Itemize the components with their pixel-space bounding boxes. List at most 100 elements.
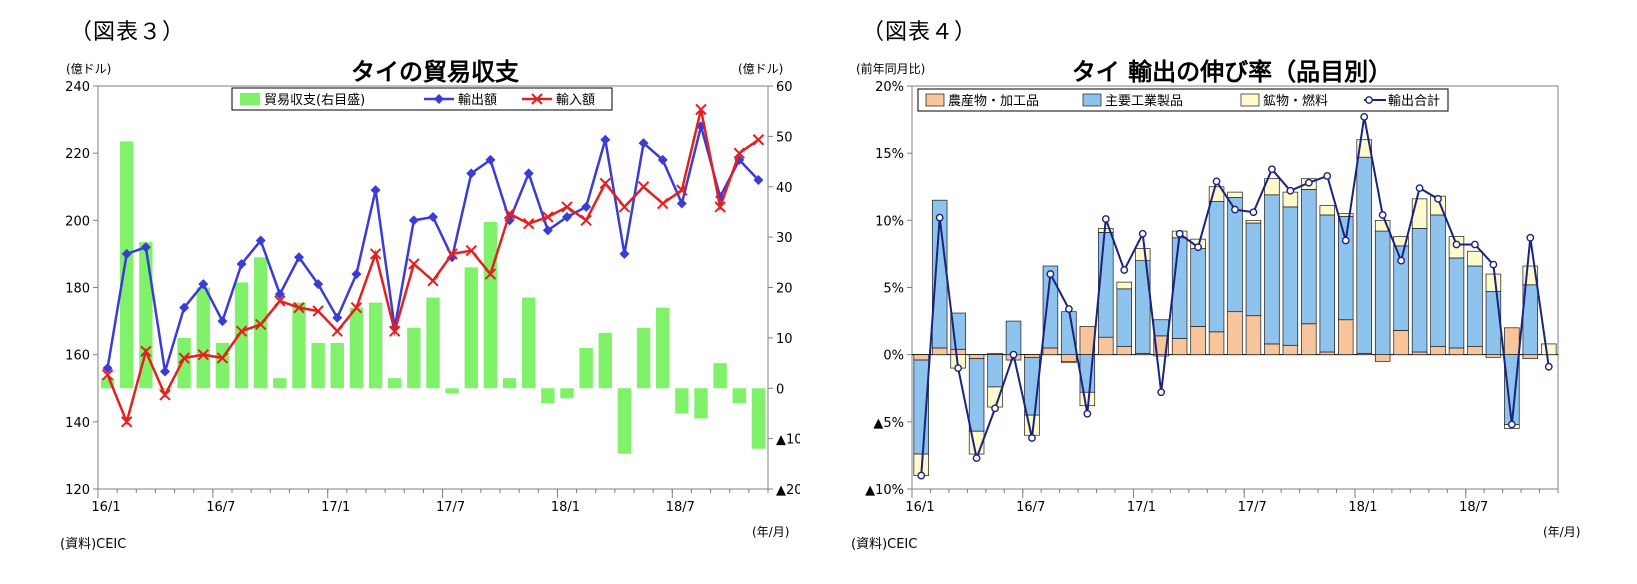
fig4-total-marker — [1046, 270, 1055, 278]
fig4-total-marker — [1009, 350, 1018, 359]
fig4-total-marker — [954, 364, 963, 372]
fig3-balance-bar — [502, 378, 517, 389]
fig3-balance-bar — [464, 267, 478, 389]
fig4-total-marker — [1489, 260, 1498, 269]
fig3-balance-bar — [273, 378, 287, 389]
fig4-agri-bar — [1504, 327, 1520, 356]
fig4-legend-label-total: 輸出合計 — [1388, 93, 1440, 109]
fig4-industrial-bar — [987, 354, 1003, 388]
fig3-export-marker — [542, 225, 553, 236]
fig3-import-marker — [752, 134, 765, 146]
fig4-industrial-bar — [1319, 214, 1336, 353]
fig3-import-marker — [274, 295, 286, 307]
fig4-agri-bar — [1319, 351, 1336, 356]
fig3-export-marker — [600, 134, 611, 145]
fig3-left-tick-label: 160 — [65, 349, 90, 364]
fig3-balance-bar — [407, 327, 421, 389]
fig3-import-marker — [542, 211, 554, 223]
fig4-legend-swatch-1 — [1082, 93, 1102, 107]
fig4-legend-label-1: 主要工業製品 — [1105, 93, 1183, 109]
fig4-industrial-bar — [1245, 222, 1262, 317]
fig3-import-marker — [140, 345, 152, 358]
figure4-label: （図表４） — [862, 20, 978, 45]
fig3-balance-bar — [139, 242, 153, 389]
fig4-total-marker — [1157, 388, 1166, 397]
fig3-export-marker — [198, 279, 209, 290]
fig3-left-tick-label: 140 — [65, 416, 90, 431]
fig3-balance-bar — [311, 342, 325, 389]
fig4-total-marker — [1212, 177, 1221, 186]
fig4-mineral-bar — [987, 386, 1003, 408]
fig3-right-tick-label: ▲10 — [776, 433, 800, 448]
fig4-industrial-bar — [1338, 215, 1354, 321]
fig3-import-marker — [599, 177, 611, 190]
fig4-industrial-bar — [1356, 156, 1372, 354]
fig4-agri-bar — [1116, 346, 1132, 356]
fig4-mineral-bar — [1319, 205, 1336, 216]
fig3-balance-bar — [541, 388, 555, 404]
fig4-x-tick-label: 18/1 — [1348, 500, 1377, 515]
fig3-import-marker — [637, 181, 650, 193]
fig4-agri-bar — [1301, 323, 1317, 356]
fig3-export-marker — [179, 302, 190, 313]
fig4-mineral-bar — [1227, 191, 1243, 198]
fig4-industrial-bar — [1467, 265, 1483, 347]
fig3-export-marker — [332, 312, 343, 323]
fig4-agri-bar — [1374, 354, 1391, 362]
fig3-export-marker — [466, 168, 477, 179]
fig4-industrial-bar — [1190, 248, 1206, 327]
fig3-export-marker — [657, 154, 668, 165]
fig4-agri-bar — [1227, 311, 1243, 356]
fig4-y-axis-unit: (前年同月比) — [856, 62, 926, 76]
fig4-agri-bar — [1448, 347, 1465, 356]
fig3-balance-bar — [694, 388, 708, 419]
fig3-left-tick-label: 220 — [65, 147, 90, 162]
fig3-x-tick-label: 17/1 — [321, 500, 350, 515]
fig3-balance-bar — [196, 287, 210, 389]
fig4-total-marker — [1286, 186, 1295, 195]
fig3-export-marker — [676, 198, 687, 209]
fig3-export-marker — [638, 138, 649, 149]
fig4-total-marker — [1526, 233, 1535, 242]
fig3-balance-bar — [713, 363, 727, 389]
fig4-total-marker — [1083, 409, 1092, 418]
fig4-total-marker — [1064, 305, 1073, 313]
fig4-total-marker — [935, 213, 944, 222]
fig3-balance-bar — [636, 327, 651, 389]
fig4-industrial-bar — [1042, 265, 1059, 349]
fig3-balance-bar — [234, 282, 249, 389]
fig3-right-tick-label: 0 — [776, 382, 784, 397]
fig3-import-marker — [465, 244, 477, 257]
fig3-export-marker — [294, 252, 304, 263]
fig4-total-marker — [1194, 243, 1202, 252]
fig3-balance-bar — [120, 141, 134, 389]
fig3-balance-bar — [426, 297, 440, 389]
fig4-agri-bar — [1430, 346, 1446, 356]
fig3-balance-bar — [560, 388, 574, 399]
fig3-right-tick-label: 50 — [776, 130, 793, 145]
figure3-label: （図表３） — [70, 20, 186, 45]
fig4-legend-label-0: 農産物・加工品 — [948, 93, 1039, 109]
fig3-left-axis-unit: (億ドル) — [66, 62, 112, 76]
fig3-legend-balance: 貿易収支(右目盛) — [264, 93, 365, 108]
fig3-balance-bar — [732, 388, 746, 404]
fig4-total-marker — [1434, 194, 1442, 203]
fig4-y-tick-label: 0% — [883, 349, 904, 364]
fig3-x-tick-label: 16/7 — [206, 500, 235, 515]
fig4-total-marker — [1231, 205, 1239, 214]
fig4-industrial-bar — [1282, 206, 1299, 346]
fig4-total-marker — [1507, 420, 1516, 429]
fig4-industrial-bar — [1005, 320, 1022, 356]
fig4-agri-bar — [1208, 331, 1225, 356]
fig3-export-marker — [562, 211, 572, 222]
fig4-x-tick-label: 18/7 — [1459, 500, 1488, 515]
fig4-legend-swatch-2 — [1240, 93, 1260, 107]
fig4-mineral-bar — [1116, 281, 1132, 290]
fig4-agri-bar — [950, 348, 966, 356]
fig4-agri-bar — [1024, 354, 1040, 358]
fig3-export-marker — [217, 316, 228, 327]
fig4-mineral-bar — [1134, 248, 1151, 261]
fig4-y-tick-label: 10% — [875, 214, 904, 229]
fig3-left-tick-label: 120 — [65, 483, 90, 498]
